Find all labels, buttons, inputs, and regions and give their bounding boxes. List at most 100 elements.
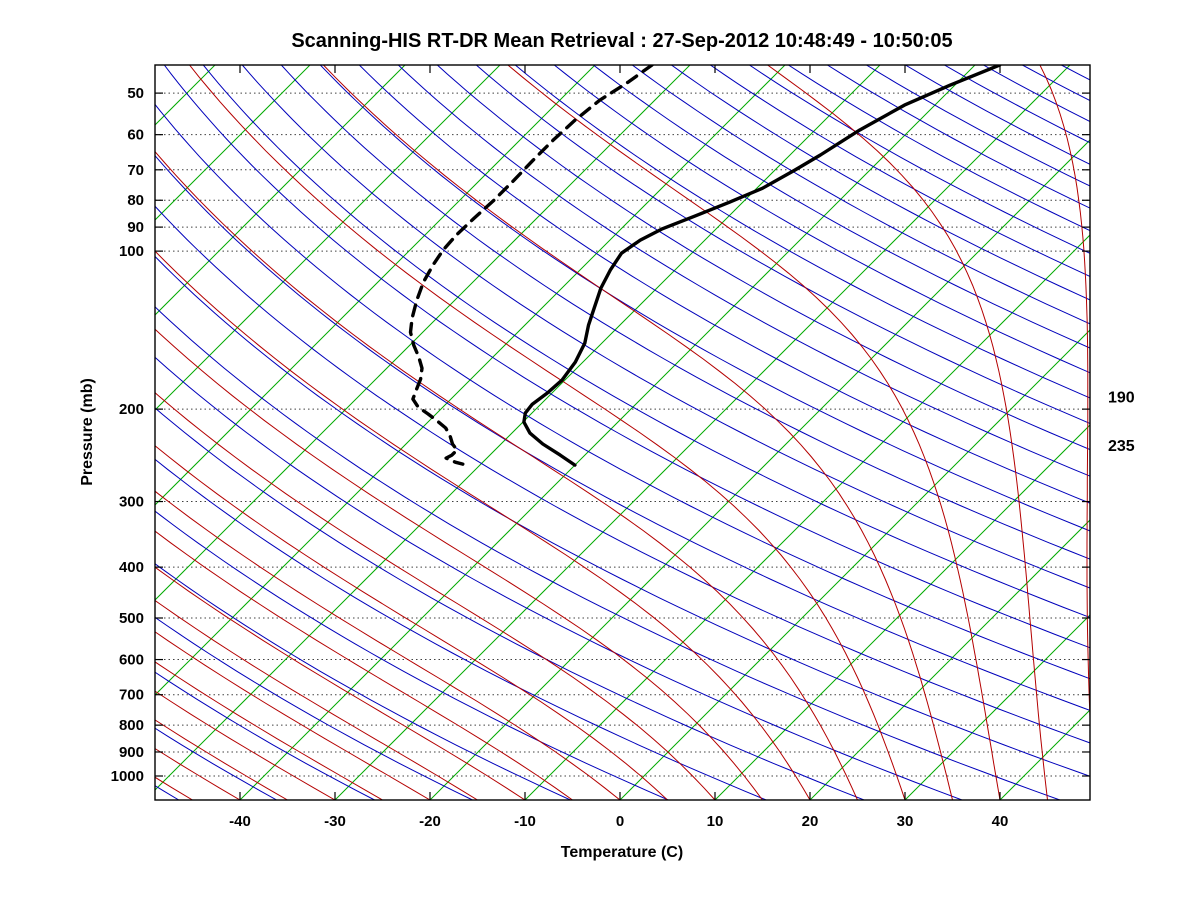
pressure-tick-label: 1000 <box>111 768 144 785</box>
dry-adiabat-line <box>358 65 1090 504</box>
isotherm-line <box>429 139 1090 800</box>
y-axis-label: Pressure (mb) <box>79 378 96 486</box>
temperature-tick-label: 10 <box>707 813 724 830</box>
moist-adiabat-line <box>155 150 858 800</box>
isotherm-line <box>155 65 691 601</box>
pressure-tick-label: 100 <box>119 243 144 260</box>
dry-adiabat-line <box>155 458 767 800</box>
temperature-tick-label: 40 <box>992 813 1009 830</box>
right-annotations-group: 190 235 <box>1108 389 1135 454</box>
moist-adiabat-line <box>323 65 953 800</box>
pressure-tick-label: 800 <box>119 717 144 734</box>
temperature-tick-label: -10 <box>514 813 536 830</box>
dry-adiabat-line <box>155 616 473 800</box>
temperature-profile-line <box>522 65 1002 467</box>
dry-adiabat-line <box>671 65 1090 301</box>
dry-adiabat-line <box>155 563 571 800</box>
dry-adiabats-group <box>155 65 1200 800</box>
isotherm-line <box>904 614 1090 800</box>
moist-adiabat-line <box>155 445 668 800</box>
plot-frame <box>154 64 1091 801</box>
dry-adiabat-line <box>202 65 1090 619</box>
dry-adiabat-line <box>155 255 1090 777</box>
dry-adiabat-line <box>514 65 1090 399</box>
dry-adiabat-line <box>553 65 1090 374</box>
axis-tick-labels-group: 5060708090100200300400500600700800900100… <box>111 85 1009 830</box>
dry-adiabat-line <box>155 103 1090 680</box>
dry-adiabat-line <box>280 65 1090 560</box>
dry-adiabat-line <box>319 65 1090 532</box>
moist-adiabat-line <box>155 530 573 800</box>
dry-adiabat-line <box>155 306 1061 800</box>
moist-adiabat-line <box>155 631 431 800</box>
isotherm-line <box>524 234 1090 800</box>
dry-adiabat-line <box>827 65 1090 209</box>
temperature-tick-label: -30 <box>324 813 346 830</box>
pressure-gridlines-group <box>155 92 1090 777</box>
temperature-tick-label: 0 <box>616 813 624 830</box>
isotherm-line <box>239 65 976 800</box>
moist-adiabat-line <box>189 65 906 800</box>
dry-adiabat-line <box>397 65 1090 477</box>
right-annotation-190: 190 <box>1108 389 1135 406</box>
isotherm-line <box>155 65 596 506</box>
dry-adiabat-line <box>155 510 669 800</box>
temperature-tick-label: 30 <box>897 813 914 830</box>
isotherm-line <box>155 65 881 791</box>
pressure-tick-label: 60 <box>127 127 144 144</box>
pressure-tick-label: 700 <box>119 687 144 704</box>
moist-adiabat-line <box>155 661 383 800</box>
isotherm-line <box>155 65 786 696</box>
pressure-tick-label: 70 <box>127 162 144 179</box>
chart-title: Scanning-HIS RT-DR Mean Retrieval : 27-S… <box>291 30 952 52</box>
temperature-tick-label: 20 <box>802 813 819 830</box>
moist-adiabat-line <box>155 490 621 800</box>
isotherm-line <box>619 329 1090 800</box>
dry-adiabat-line <box>155 407 865 800</box>
dry-adiabat-line <box>155 154 1090 711</box>
dewpoint-profile-line <box>408 65 654 466</box>
dry-adiabat-line <box>155 671 375 800</box>
moist-adiabat-line <box>155 599 478 800</box>
pressure-tick-label: 50 <box>127 85 144 102</box>
dry-adiabat-line <box>155 205 1090 744</box>
pressure-tick-label: 200 <box>119 401 144 418</box>
temperature-tick-label: -40 <box>229 813 251 830</box>
isotherm-line <box>155 65 501 411</box>
dry-adiabat-line <box>592 65 1090 349</box>
moist-adiabat-line <box>1039 65 1090 727</box>
moist-adiabat-line <box>155 250 811 800</box>
dry-adiabat-line <box>944 65 1090 144</box>
pressure-tick-label: 600 <box>119 652 144 669</box>
dry-adiabat-line <box>475 65 1090 425</box>
dry-adiabat-line <box>436 65 1090 451</box>
temperature-tick-label: -20 <box>419 813 441 830</box>
isotherms-group <box>155 65 1090 800</box>
right-annotation-235: 235 <box>1108 438 1135 455</box>
dry-adiabat-line <box>749 65 1090 254</box>
pressure-tick-label: 500 <box>119 610 144 627</box>
pressure-tick-label: 400 <box>119 559 144 576</box>
dry-adiabat-line <box>163 65 1090 649</box>
dry-adiabat-line <box>241 65 1090 589</box>
dry-adiabat-line <box>866 65 1090 187</box>
x-axis-label: Temperature (C) <box>561 844 683 861</box>
isotherm-line <box>155 65 406 316</box>
dry-adiabat-line <box>155 356 963 800</box>
dry-adiabat-line <box>632 65 1090 325</box>
axis-ticks-group <box>155 65 1090 800</box>
sounding-profiles-group <box>408 65 1002 467</box>
pressure-tick-label: 80 <box>127 192 144 209</box>
isotherm-line <box>714 424 1090 800</box>
dry-adiabat-line <box>1100 65 1200 800</box>
moist-adiabat-line <box>155 776 193 800</box>
moist-adiabat-line <box>767 65 1048 800</box>
isotherm-line <box>809 519 1090 800</box>
pressure-tick-label: 300 <box>119 494 144 511</box>
isotherm-line <box>999 709 1090 800</box>
moist-adiabat-line <box>155 690 336 800</box>
dry-adiabat-line <box>710 65 1090 277</box>
pressure-tick-label: 90 <box>127 219 144 236</box>
